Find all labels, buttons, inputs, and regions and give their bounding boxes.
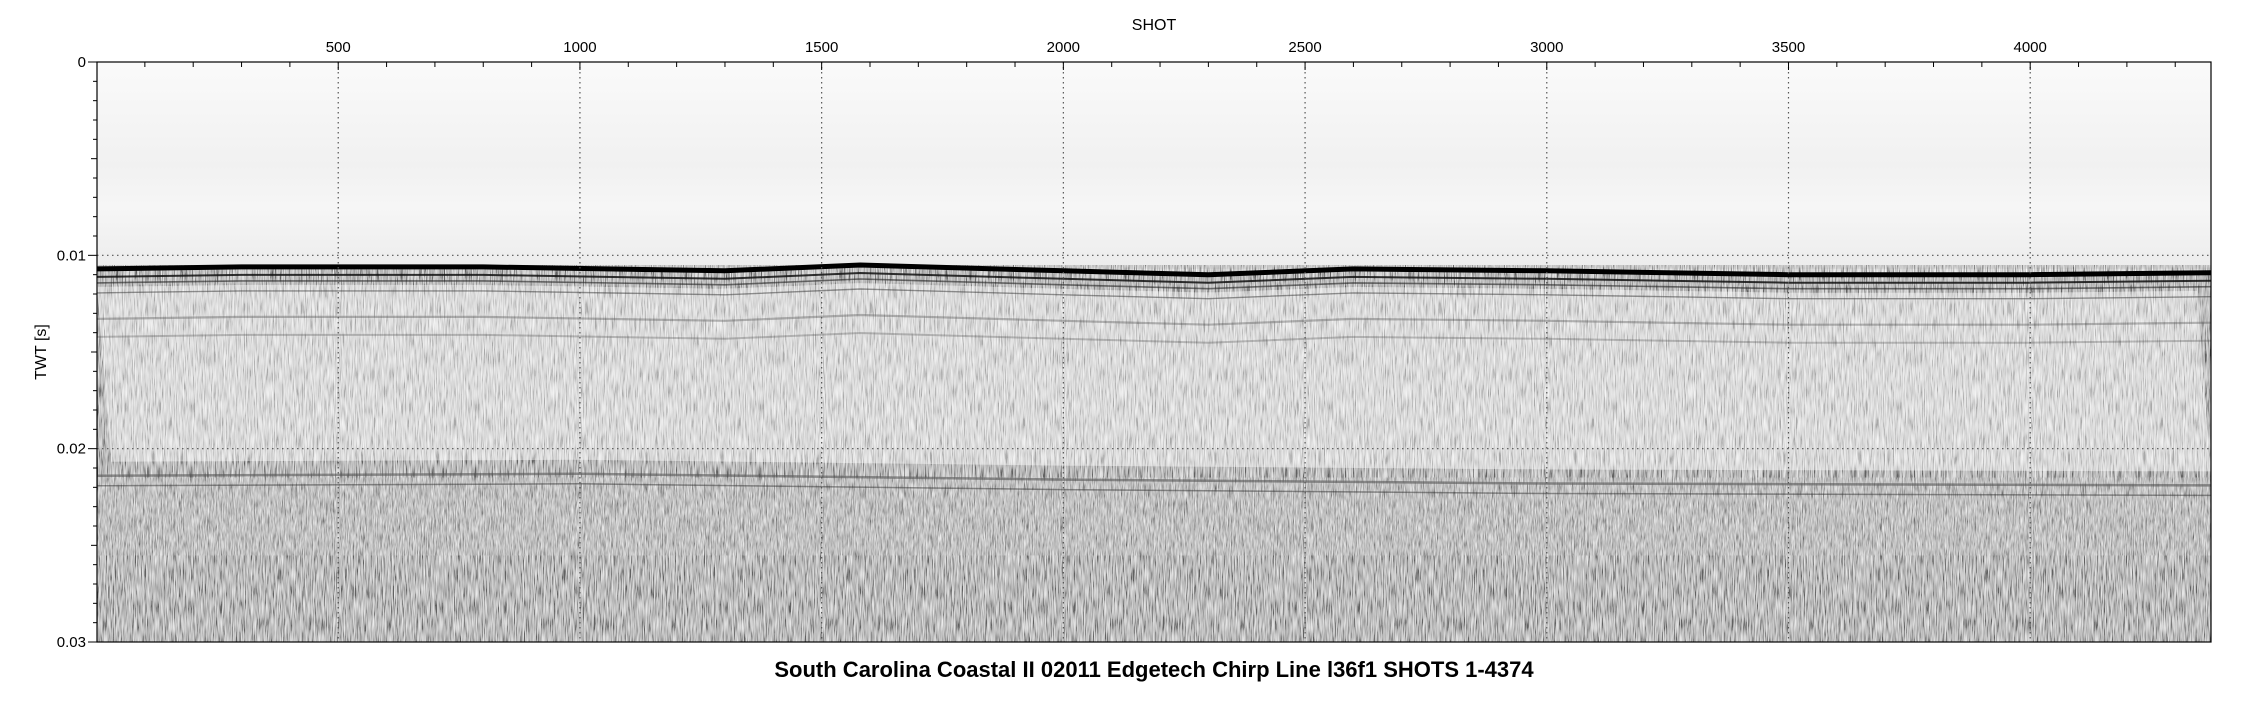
water-column [97,62,2211,269]
multiple-band [97,477,2211,556]
sediment-interval-shade [97,283,2211,472]
subbottom-reflectivity [97,265,2211,642]
deep-reflector-1 [97,313,2211,326]
y-axis: 0 0.01 0.02 0.03 [57,54,97,651]
shallow-reflector-1 [97,278,2211,290]
plot-area [97,62,2211,642]
plot-frame [96,61,2212,643]
x-tick-label: 3500 [1772,39,1805,56]
reflector-layers [97,262,2211,497]
x-tick-label: 2500 [1288,39,1321,56]
x-tick-label: 1000 [563,39,596,56]
x-axis: 500 1000 1500 2000 2500 3000 3500 4000 [144,39,2176,70]
multiple-reflector [97,472,2211,487]
shallow-reflector-2 [97,288,2211,300]
chart-title: South Carolina Coastal II 02011 Edgetech… [774,657,1534,682]
y-tick-label: 0.03 [57,634,86,651]
x-axis-title: SHOT [1132,17,1177,34]
x-tick-label: 2000 [1047,39,1080,56]
y-axis-title: TWT [s] [33,324,50,380]
seafloor-subreflector [97,271,2211,284]
x-tick-label: 3000 [1530,39,1563,56]
x-tick-label: 4000 [2014,39,2047,56]
x-tick-label: 500 [326,39,351,56]
y-tick-label: 0.01 [57,247,86,264]
deep-reflector-2 [97,331,2211,344]
x-tick-label: 1500 [805,39,838,56]
seafloor-reflector [97,262,2211,278]
y-tick-label: 0.02 [57,441,86,458]
y-tick-label: 0 [78,54,86,71]
multiple-subreflector [97,483,2211,497]
grid-lines [97,62,2211,642]
